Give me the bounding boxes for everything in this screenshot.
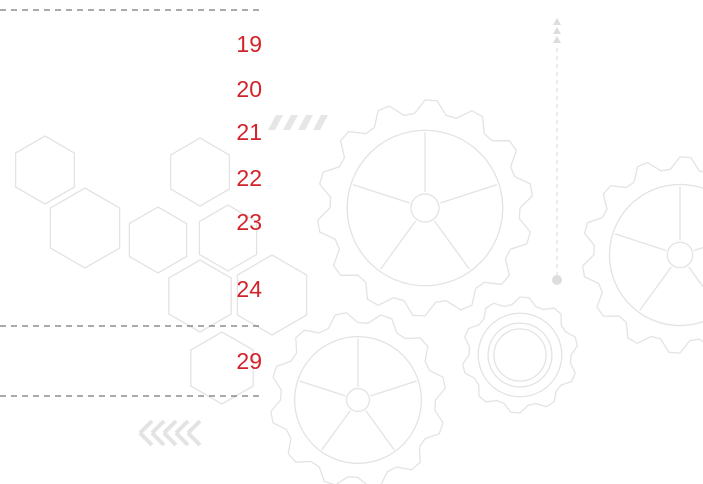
stripes	[268, 115, 328, 130]
number-label: 20	[236, 76, 262, 102]
number-label: 29	[236, 348, 262, 374]
gear-spoke	[688, 266, 703, 288]
hexagon	[198, 204, 258, 272]
hexagon	[190, 331, 254, 405]
number-list: 19 20 21 22 23 24 29	[236, 31, 262, 374]
hexagon	[168, 259, 232, 333]
arrow-up	[553, 18, 561, 43]
hexagon	[236, 254, 308, 336]
gear-hub	[345, 387, 371, 413]
gear-spoke	[693, 246, 703, 252]
gear-rim	[477, 312, 563, 398]
gear-spoke	[614, 233, 667, 252]
gear-spoke	[639, 266, 672, 311]
number-label: 22	[236, 165, 262, 191]
chevrons	[138, 419, 202, 447]
gear	[317, 99, 533, 317]
gear-rim	[346, 129, 504, 287]
gear-hub	[666, 241, 694, 269]
hexagon	[49, 187, 121, 269]
hexagon	[14, 135, 76, 205]
gear	[462, 296, 578, 414]
number-label: 23	[236, 209, 262, 235]
track-dot	[552, 275, 562, 285]
number-label: 19	[236, 31, 262, 57]
decoration	[14, 99, 703, 484]
gear-spoke	[352, 184, 410, 204]
gear-rim	[608, 183, 703, 327]
gear-ring	[487, 322, 553, 388]
number-label: 24	[236, 276, 262, 302]
gear-spoke	[365, 410, 395, 451]
hexagon	[128, 206, 188, 274]
gear-spoke	[433, 220, 470, 270]
gear-spoke	[370, 380, 417, 397]
gear-ring	[493, 328, 547, 382]
gear	[581, 156, 703, 354]
gear-rim	[293, 335, 423, 465]
gear-spoke	[299, 380, 346, 397]
gear-spoke	[321, 410, 351, 451]
hexagon	[169, 137, 231, 207]
gear-spoke	[440, 184, 498, 204]
gear	[270, 312, 446, 484]
gear-spoke	[380, 220, 417, 270]
gear-hub	[410, 193, 440, 223]
number-label: 21	[236, 119, 262, 145]
